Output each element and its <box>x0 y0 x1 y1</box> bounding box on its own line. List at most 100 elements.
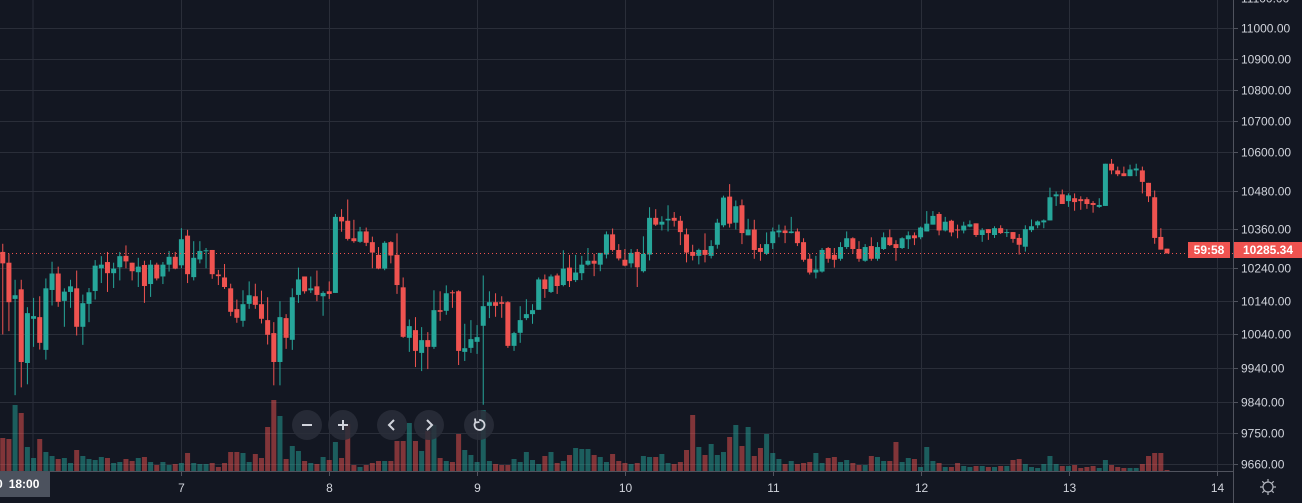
volume-bar <box>499 465 505 471</box>
candle-up <box>603 234 609 255</box>
candle-down <box>314 286 320 295</box>
candle-up <box>443 293 449 311</box>
volume-bar <box>18 413 24 471</box>
candle-down <box>1078 199 1084 202</box>
plus-icon <box>338 420 348 430</box>
candle-up <box>166 256 172 265</box>
candle-up <box>68 286 74 292</box>
volume-bar <box>117 462 123 471</box>
candle-down <box>437 310 443 312</box>
volume-bar <box>807 462 813 471</box>
candle-up <box>480 306 486 326</box>
candle-up <box>560 268 566 286</box>
candle-up <box>431 310 437 347</box>
candle-up <box>1065 195 1071 202</box>
candle-down <box>123 255 129 262</box>
volume-bar <box>234 452 240 471</box>
candle-up <box>474 337 480 342</box>
volume-bar <box>240 453 246 471</box>
volume-bar <box>616 461 622 471</box>
candle-down <box>1152 197 1158 238</box>
candle-up <box>530 310 536 315</box>
volume-bar <box>751 456 757 471</box>
volume-bar <box>597 457 603 471</box>
volume-bar <box>1096 468 1102 471</box>
candle-down <box>74 288 80 327</box>
candle-down <box>634 251 640 268</box>
volume-bar <box>185 453 191 471</box>
candle-down <box>671 217 677 221</box>
volume-bar <box>930 461 936 471</box>
volume-bar <box>560 461 566 471</box>
candle-down <box>1139 170 1145 182</box>
candle-up <box>647 217 653 255</box>
zoom-out-button[interactable] <box>292 410 322 440</box>
candle-up <box>862 247 868 261</box>
volume-bar <box>462 450 468 471</box>
volume-bar <box>573 448 579 471</box>
price-axis[interactable] <box>1233 0 1302 471</box>
candle-down <box>499 302 505 304</box>
price-tick-label: 11000.00 <box>1241 22 1290 36</box>
candle-up <box>1047 197 1053 221</box>
candle-down <box>1109 163 1115 171</box>
volume-bar <box>295 451 301 471</box>
candle-down <box>751 229 757 250</box>
candle-up <box>246 295 252 304</box>
candle-down <box>1072 198 1078 203</box>
volume-bar <box>24 447 30 471</box>
time-axis[interactable] <box>0 471 1233 503</box>
candle-up <box>178 239 184 266</box>
candle-up <box>1133 168 1139 171</box>
time-tick-label: 7 <box>178 481 185 495</box>
volume-bars <box>0 400 1170 471</box>
candle-down <box>1016 237 1022 245</box>
candle-up <box>942 221 948 231</box>
candle-up <box>117 256 123 268</box>
volume-bar <box>985 467 991 471</box>
candle-down <box>129 262 135 272</box>
price-tick-label: 9660.00 <box>1241 458 1285 472</box>
volume-bar <box>400 441 406 471</box>
candle-up <box>320 292 326 297</box>
volume-bar <box>813 453 819 471</box>
volume-bar <box>68 463 74 471</box>
volume-bar <box>129 461 135 471</box>
scroll-left-button[interactable] <box>377 410 407 440</box>
reset-chart-button[interactable] <box>464 410 494 440</box>
candle-down <box>677 220 683 233</box>
price-tick-label: 10360.00 <box>1241 223 1291 237</box>
price-tick-label: 10800.00 <box>1241 84 1291 98</box>
volume-bar <box>1090 466 1096 471</box>
candle-down <box>18 289 24 362</box>
candle-down <box>887 237 893 246</box>
volume-bar <box>277 416 283 471</box>
volume-bar <box>634 463 640 471</box>
candle-up <box>289 297 295 340</box>
bar-countdown-tag: 59:58 <box>1188 242 1230 258</box>
candle-down <box>283 318 289 338</box>
candle-down <box>1121 173 1127 177</box>
last-price-tag: 10285.34 <box>1234 242 1302 258</box>
candle-up <box>160 264 166 277</box>
candle-up <box>49 273 55 290</box>
gear-icon[interactable] <box>1258 477 1278 497</box>
chevron-right-icon <box>426 419 434 431</box>
volume-bar <box>160 462 166 471</box>
volume-bar <box>794 464 800 471</box>
volume-bar <box>1010 460 1016 471</box>
volume-bar <box>351 465 357 471</box>
volume-bar <box>517 462 523 471</box>
candle-up <box>924 223 930 232</box>
scroll-right-button[interactable] <box>414 410 444 440</box>
volume-bar <box>911 459 917 471</box>
candle-down <box>271 333 277 362</box>
zoom-in-button[interactable] <box>328 410 358 440</box>
volume-bar <box>523 452 529 471</box>
volume-bar <box>480 410 486 471</box>
candle-up <box>92 265 98 291</box>
price-tick-label: 10040.00 <box>1241 328 1291 342</box>
volume-bar <box>302 461 308 471</box>
candle-down <box>154 264 160 279</box>
